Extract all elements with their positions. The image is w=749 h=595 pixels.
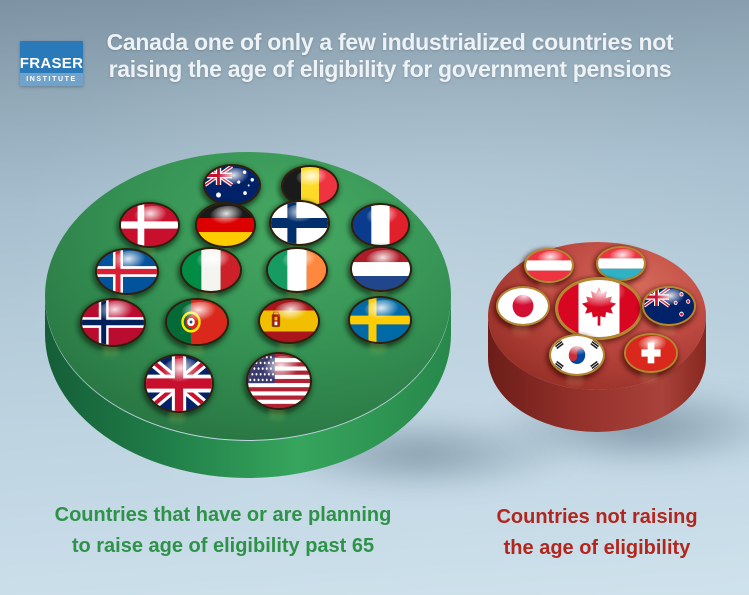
logo-subtitle: INSTITUTE xyxy=(20,73,83,86)
flag-italy xyxy=(180,247,242,293)
flag-spain xyxy=(258,298,320,344)
flag-norway xyxy=(80,297,146,347)
green-label-line-2: to raise age of eligibility past 65 xyxy=(71,535,375,557)
flag-ireland xyxy=(266,247,328,293)
logo-wordmark: FRASER xyxy=(20,41,83,73)
flag-switzerland xyxy=(624,333,678,373)
flag-finland xyxy=(268,200,330,246)
flag-iceland xyxy=(95,247,159,295)
flag-uk xyxy=(144,353,214,413)
flag-australia xyxy=(203,164,261,206)
flag-denmark xyxy=(118,202,180,248)
flag-sweden xyxy=(348,296,412,344)
red-group-label: Countries not raising the age of eligibi… xyxy=(476,502,718,564)
fraser-institute-logo: FRASER INSTITUTE xyxy=(20,41,83,86)
flag-portugal xyxy=(165,298,229,346)
flag-luxembourg xyxy=(596,245,646,281)
flag-germany xyxy=(194,202,256,248)
flag-austria xyxy=(524,247,574,283)
page-title: Canada one of only a few industrialized … xyxy=(84,29,696,83)
flag-canada xyxy=(555,276,643,340)
flag-usa xyxy=(246,352,312,410)
green-label-line-1: Countries that have or are planning xyxy=(54,504,392,526)
title-line-2: raising the age of eligibility for gover… xyxy=(108,56,672,82)
red-label-line-1: Countries not raising xyxy=(496,506,698,528)
flag-newzealand xyxy=(642,286,696,326)
green-group-label: Countries that have or are planning to r… xyxy=(32,500,414,562)
flag-japan xyxy=(496,286,550,326)
title-line-1: Canada one of only a few industrialized … xyxy=(106,29,674,55)
flag-southkorea xyxy=(549,334,605,376)
flag-france xyxy=(350,203,410,247)
red-label-line-2: the age of eligibility xyxy=(503,537,691,559)
flag-netherlands xyxy=(350,246,412,292)
